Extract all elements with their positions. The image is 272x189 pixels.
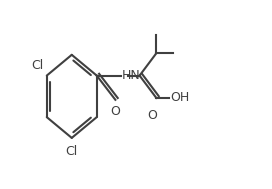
Text: OH: OH: [170, 91, 190, 105]
Text: Cl: Cl: [66, 145, 78, 158]
Text: O: O: [110, 105, 120, 118]
Text: O: O: [148, 109, 157, 122]
Text: Cl: Cl: [31, 59, 43, 72]
Text: HN: HN: [122, 69, 141, 82]
